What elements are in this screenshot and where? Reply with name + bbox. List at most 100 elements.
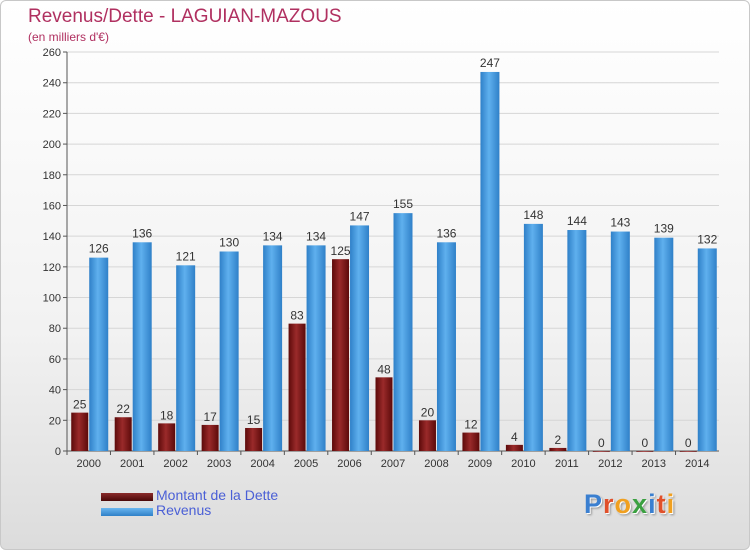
legend-label-debt: Montant de la Dette xyxy=(156,487,279,503)
chart-subtitle: (en milliers d'€) xyxy=(28,30,109,44)
x-tick-label: 2010 xyxy=(511,458,535,470)
debt-bar xyxy=(505,444,523,451)
revenue-bar xyxy=(219,251,239,451)
y-tick-label: 160 xyxy=(43,200,61,212)
revenue-bar xyxy=(654,237,674,451)
x-tick-label: 2009 xyxy=(468,458,492,470)
logo-letter: P xyxy=(584,489,604,519)
grid-layer xyxy=(67,51,719,452)
debt-bar xyxy=(288,323,306,451)
proxiti-logo: Proxiti xyxy=(584,489,675,520)
x-tick-label: 2006 xyxy=(337,458,361,470)
revenue-value-label: 136 xyxy=(436,226,456,240)
debt-value-label: 12 xyxy=(464,418,478,432)
debt-value-label: 20 xyxy=(421,405,435,419)
debt-bar xyxy=(549,447,567,451)
revenue-value-label: 126 xyxy=(89,242,109,256)
x-tick-label: 2011 xyxy=(555,458,579,470)
debt-value-label: 22 xyxy=(117,402,131,416)
revenue-value-label: 134 xyxy=(306,229,326,243)
x-tick-label: 2000 xyxy=(76,458,100,470)
y-tick-label: 140 xyxy=(43,231,61,243)
revenue-bar xyxy=(263,245,283,451)
revenue-bar xyxy=(567,230,587,451)
y-tick-label: 120 xyxy=(43,262,61,274)
debt-value-label: 125 xyxy=(331,244,351,258)
revenue-value-label: 247 xyxy=(480,56,500,70)
debt-value-label: 18 xyxy=(160,408,174,422)
debt-value-label: 2 xyxy=(555,433,562,447)
debt-value-label: 0 xyxy=(641,436,648,450)
x-tick-label: 2013 xyxy=(642,458,666,470)
revenue-bar xyxy=(132,242,152,451)
debt-bar xyxy=(158,423,176,451)
x-tick-label: 2003 xyxy=(207,458,231,470)
legend-swatch-revenue xyxy=(101,508,153,516)
debt-value-label: 0 xyxy=(598,436,605,450)
revenue-bar xyxy=(393,213,413,451)
revenue-value-label: 148 xyxy=(523,208,543,222)
debt-bar xyxy=(592,451,610,452)
revenue-bar xyxy=(480,71,500,451)
revenue-value-label: 136 xyxy=(132,226,152,240)
legend-swatch-debt xyxy=(101,493,153,501)
debt-value-label: 15 xyxy=(247,413,261,427)
debt-value-label: 0 xyxy=(685,436,692,450)
y-tick-label: 260 xyxy=(43,47,61,59)
debt-bar xyxy=(332,259,350,451)
bar-layer xyxy=(71,71,717,452)
chart-title: Revenus/Dette - LAGUIAN-MAZOUS xyxy=(28,6,342,27)
x-tick-label: 2001 xyxy=(120,458,144,470)
y-tick-label: 100 xyxy=(43,293,61,305)
y-tick-label: 20 xyxy=(49,415,61,427)
debt-bar xyxy=(71,412,89,451)
revenue-value-label: 132 xyxy=(697,232,717,246)
revenue-bar xyxy=(697,248,717,451)
x-tick-label: 2012 xyxy=(598,458,622,470)
debt-bar xyxy=(114,417,132,451)
x-tick-label: 2007 xyxy=(381,458,405,470)
x-tick-label: 2014 xyxy=(685,458,709,470)
y-tick-label: 220 xyxy=(43,108,61,120)
revenue-value-label: 155 xyxy=(393,197,413,211)
legend-label-revenue: Revenus xyxy=(156,502,212,518)
revenue-bar xyxy=(176,265,196,451)
y-tick-label: 80 xyxy=(49,323,61,335)
debt-value-label: 48 xyxy=(377,362,391,376)
revenue-value-label: 121 xyxy=(176,249,196,263)
revenue-bar xyxy=(89,257,109,451)
revenue-value-label: 143 xyxy=(610,216,630,230)
revenue-bar xyxy=(610,231,630,451)
x-tick-label: 2002 xyxy=(163,458,187,470)
revenue-value-label: 147 xyxy=(350,209,370,223)
y-tick-label: 180 xyxy=(43,170,61,182)
x-tick-label: 2005 xyxy=(294,458,318,470)
logo-letter: r xyxy=(603,489,615,519)
debt-value-label: 25 xyxy=(73,398,87,412)
label-layer: 2000251262001221362002181212003171302004… xyxy=(73,56,718,470)
y-tick-label: 200 xyxy=(43,139,61,151)
logo-letter: t xyxy=(656,489,667,519)
debt-bar xyxy=(462,432,480,451)
y-tick-label: 60 xyxy=(49,354,61,366)
debt-value-label: 4 xyxy=(511,430,518,444)
revenue-bar xyxy=(523,223,543,451)
debt-value-label: 83 xyxy=(290,309,304,323)
debt-bar xyxy=(245,427,263,451)
revenue-value-label: 134 xyxy=(263,229,283,243)
y-tick-label: 40 xyxy=(49,385,61,397)
revenue-bar xyxy=(436,242,456,451)
debt-bar xyxy=(418,420,436,451)
revenue-value-label: 139 xyxy=(654,222,674,236)
revenue-bar xyxy=(350,225,370,451)
x-tick-label: 2004 xyxy=(250,458,274,470)
revenue-value-label: 130 xyxy=(219,236,239,250)
logo-letter: x xyxy=(632,489,649,519)
x-tick-label: 2008 xyxy=(424,458,448,470)
debt-bar xyxy=(679,451,697,452)
revenue-bar xyxy=(306,245,326,451)
debt-bar xyxy=(201,424,219,451)
